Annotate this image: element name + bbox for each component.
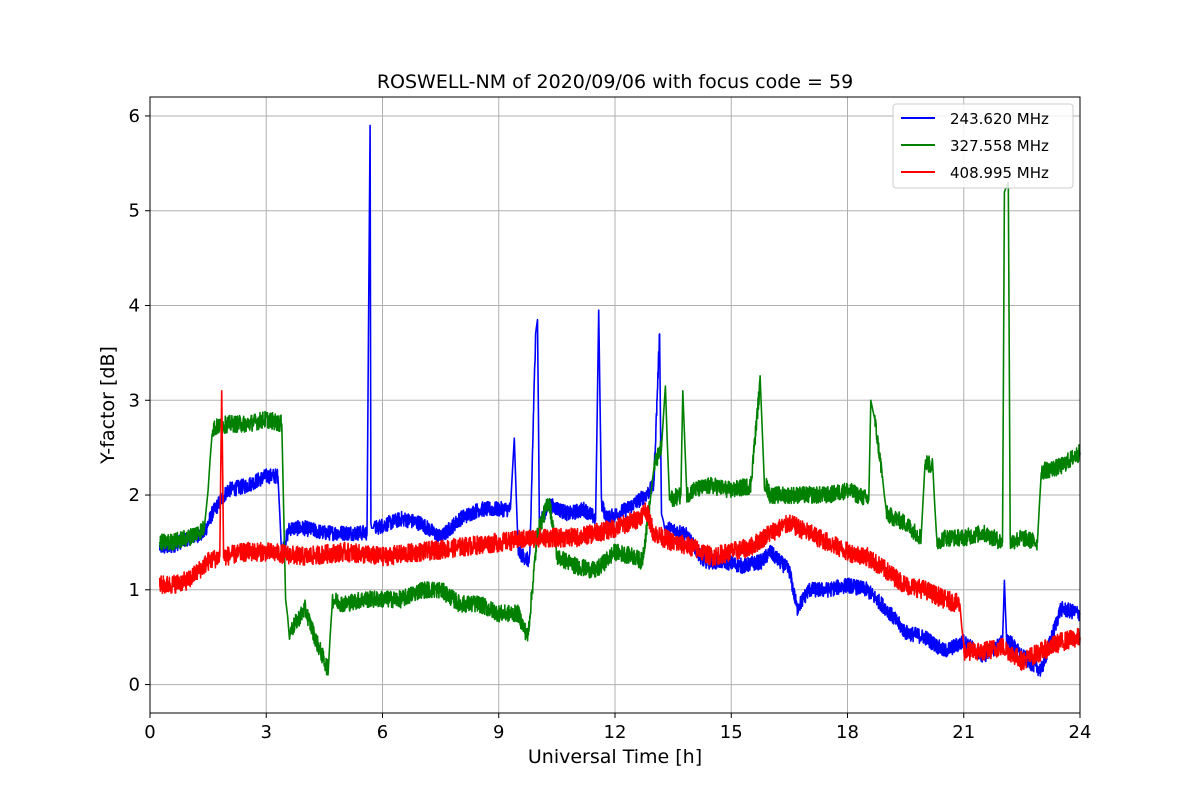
x-axis-title: Universal Time [h] xyxy=(528,746,702,768)
y-tick-label: 6 xyxy=(129,106,140,127)
y-tick-label: 3 xyxy=(129,390,140,411)
legend-label-408-mhz: 408.995 MHz xyxy=(950,164,1049,182)
x-tick-label: 18 xyxy=(836,722,859,743)
series-layer xyxy=(158,124,1081,677)
legend-box xyxy=(892,103,1074,189)
x-tick-label: 6 xyxy=(377,722,388,743)
x-tick-label: 21 xyxy=(952,722,975,743)
legend: 243.620 MHz 327.558 MHz 408.995 MHz xyxy=(892,103,1074,189)
series-line-3 xyxy=(158,389,1081,671)
legend-label-243-mhz: 243.620 MHz xyxy=(950,110,1049,128)
x-tick-label: 24 xyxy=(1069,722,1092,743)
y-tick-label: 0 xyxy=(129,675,140,696)
x-tick-label: 3 xyxy=(261,722,272,743)
legend-entry-2: 327.558 MHz xyxy=(901,137,1049,155)
x-tick-label: 12 xyxy=(604,722,627,743)
x-tick-label: 15 xyxy=(720,722,743,743)
legend-label-327-mhz: 327.558 MHz xyxy=(950,137,1049,155)
x-tick-label: 0 xyxy=(144,722,155,743)
x-tick-label: 9 xyxy=(493,722,504,743)
chart-title: ROSWELL-NM of 2020/09/06 with focus code… xyxy=(377,71,853,93)
y-axis-title: Y-factor [dB] xyxy=(97,346,119,465)
series-line-2 xyxy=(158,181,1081,676)
series-line-1 xyxy=(158,124,1081,677)
y-tick-label: 5 xyxy=(129,201,140,222)
legend-entry-1: 243.620 MHz xyxy=(901,110,1049,128)
y-tick-label: 1 xyxy=(129,580,140,601)
y-tick-label: 4 xyxy=(129,295,140,316)
legend-entry-3: 408.995 MHz xyxy=(901,164,1049,182)
y-tick-label: 2 xyxy=(129,485,140,506)
